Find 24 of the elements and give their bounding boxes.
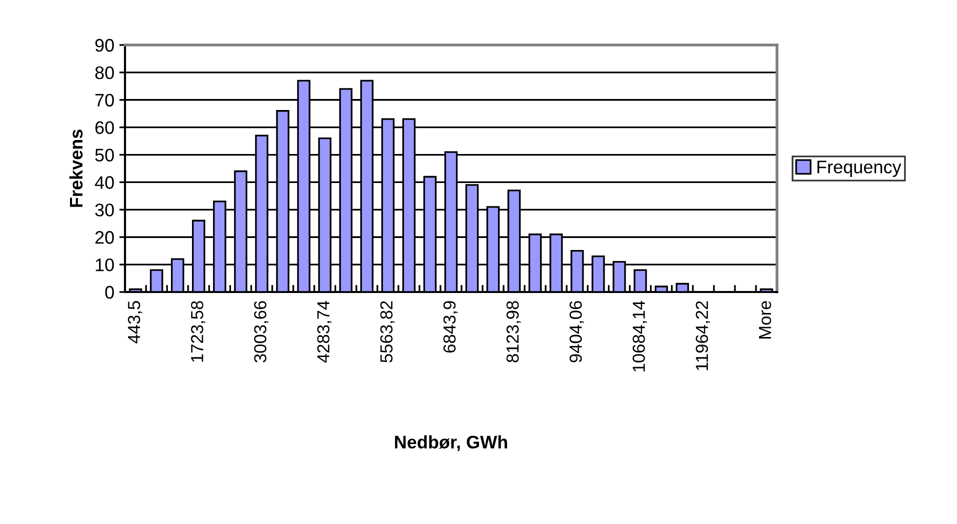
y-tick-label: 30 bbox=[95, 204, 114, 216]
y-tick-label: 60 bbox=[95, 121, 114, 134]
x-tick-label: 9404,06 bbox=[570, 301, 584, 362]
y-tick-label: 90 bbox=[95, 38, 114, 52]
x-tick-label: 10684,14 bbox=[632, 300, 647, 372]
x-tick-label: 6843,9 bbox=[443, 301, 458, 353]
y-tick-label: 70 bbox=[95, 94, 114, 107]
x-tick-label: 5563,82 bbox=[380, 301, 395, 362]
x-tick-label: 3003,66 bbox=[254, 301, 268, 362]
y-tick-label: 80 bbox=[95, 66, 114, 80]
y-tick-label: 0 bbox=[105, 286, 114, 299]
x-tick-label: 1723,58 bbox=[190, 301, 206, 362]
y-tick-label: 50 bbox=[95, 148, 114, 162]
y-tick-label: 20 bbox=[95, 231, 114, 244]
x-tick-label: 8123,98 bbox=[506, 301, 521, 362]
legend-label: Frequency bbox=[818, 160, 902, 177]
x-tick-label: 11964,22 bbox=[696, 301, 710, 370]
x-tick-label: More bbox=[759, 301, 772, 338]
x-tick-label: 443,5 bbox=[128, 301, 142, 344]
y-axis-title: Frekvens bbox=[69, 130, 83, 207]
x-tick-label: 4283,74 bbox=[317, 300, 332, 363]
x-axis-title: Nedbør, GWh bbox=[395, 435, 508, 452]
y-tick-label: 40 bbox=[94, 176, 114, 189]
y-tick-label: 10 bbox=[96, 258, 114, 272]
